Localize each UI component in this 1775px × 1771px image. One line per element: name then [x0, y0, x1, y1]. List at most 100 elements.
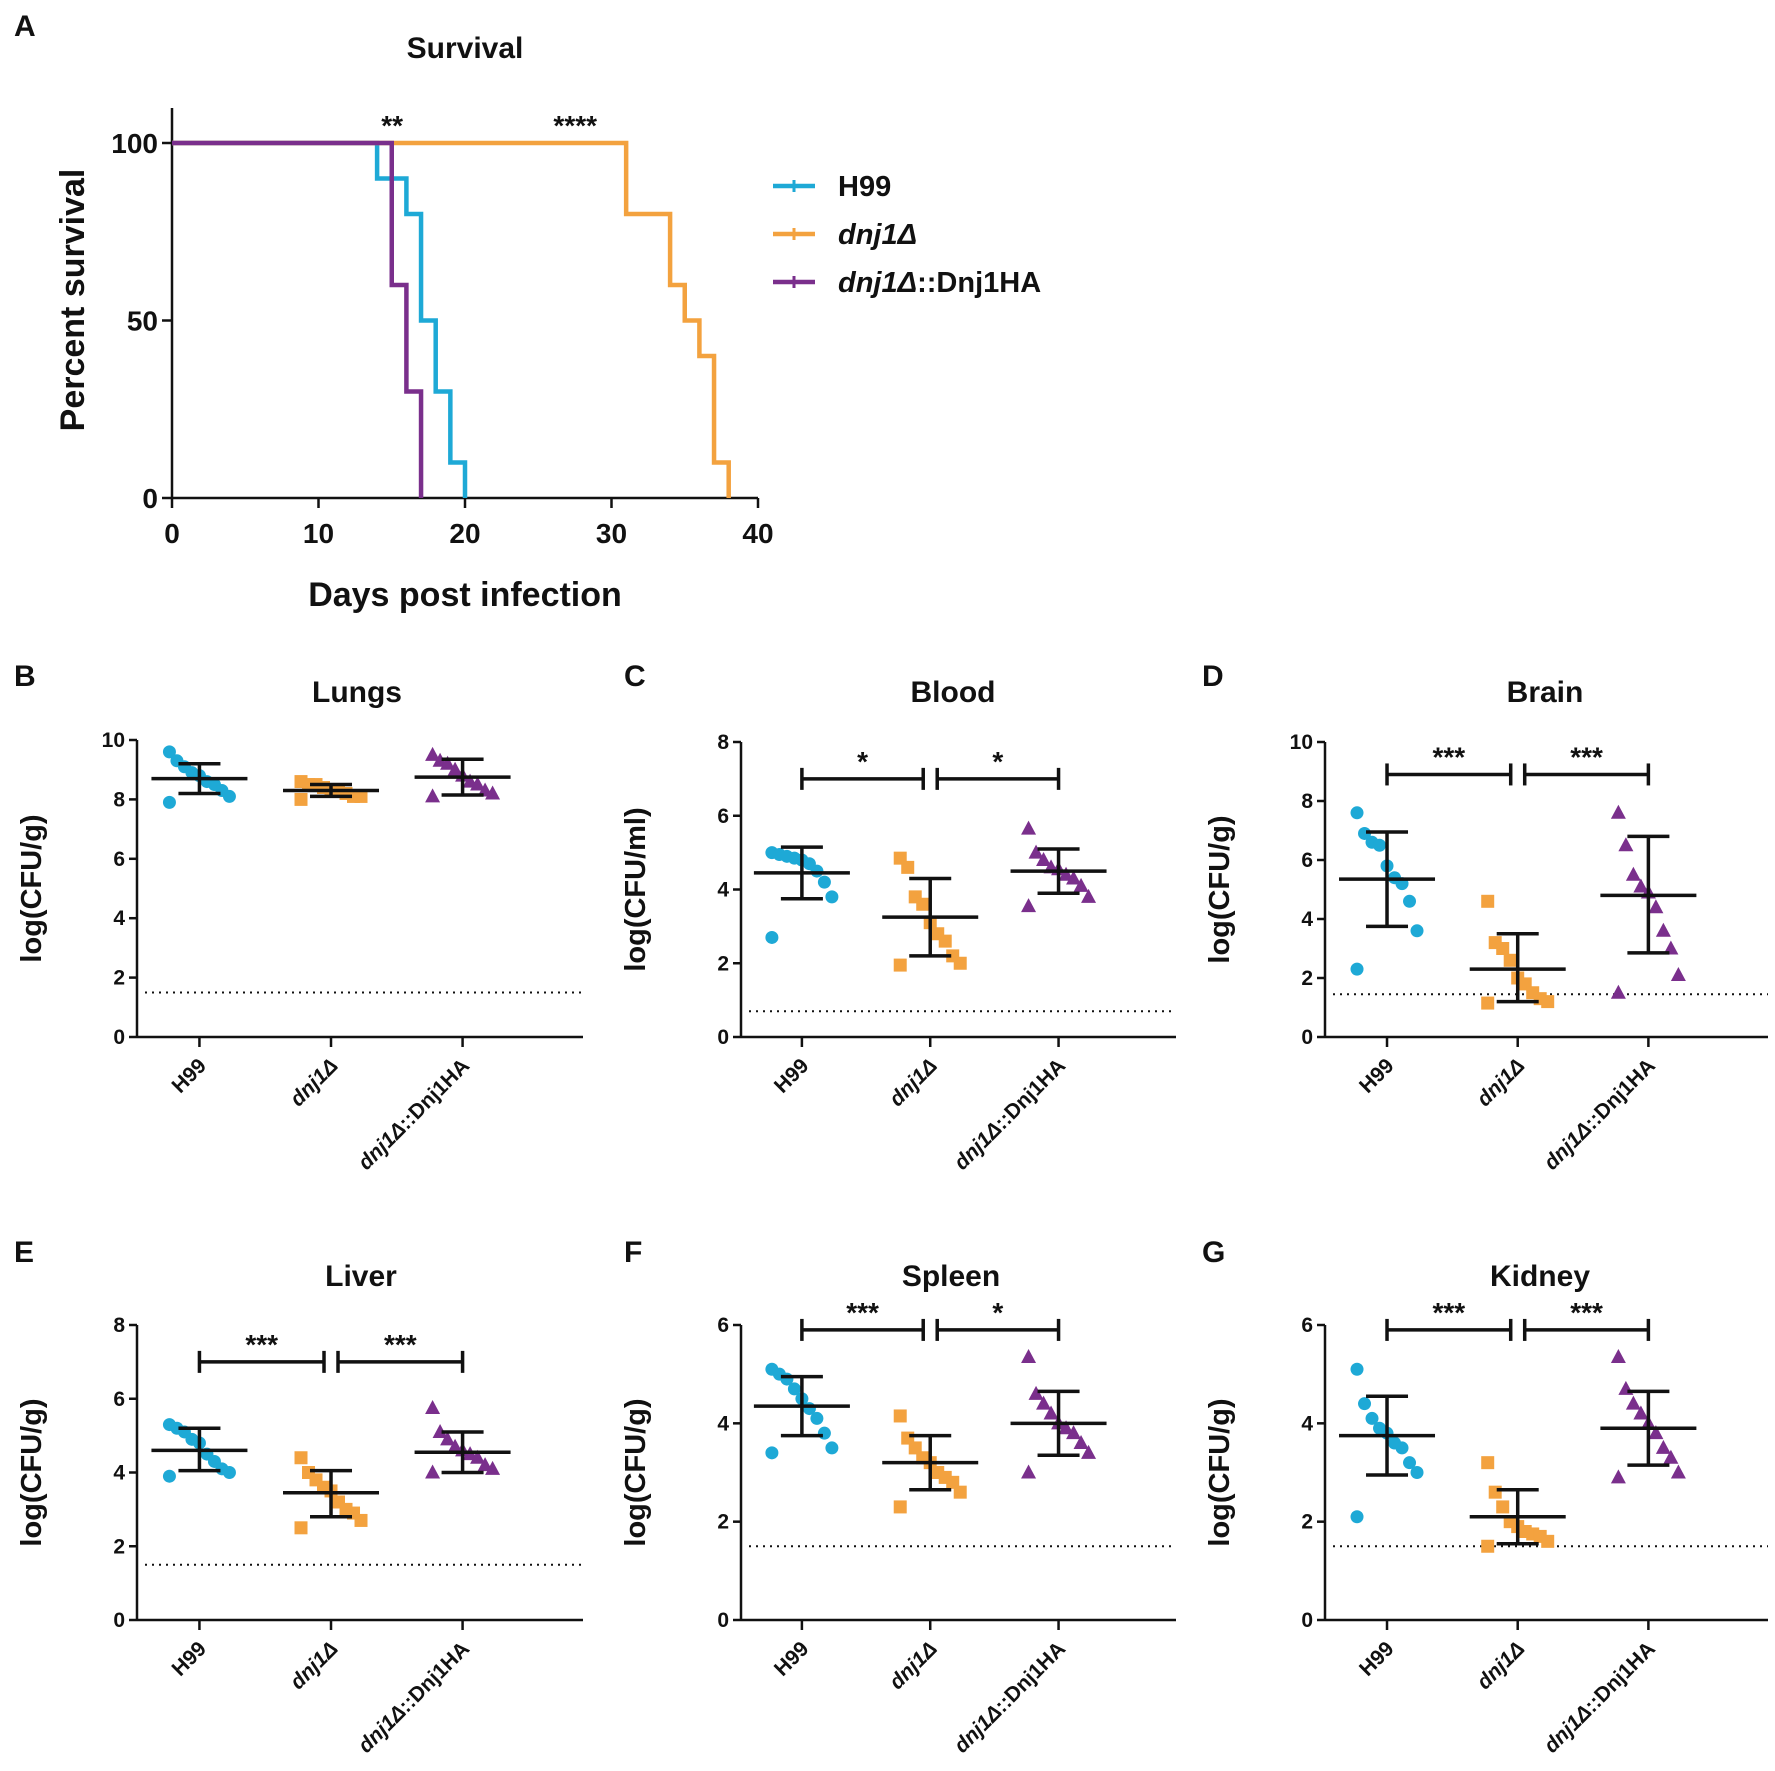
x-category-label: dnj1Δ: [1472, 1637, 1529, 1694]
y-tick-label: 2: [1301, 1511, 1313, 1534]
data-point-square: [1488, 1485, 1502, 1499]
chart-title-liver: Liver: [325, 1260, 397, 1293]
data-point-triangle: [470, 1449, 486, 1464]
y-tick-label: 0: [142, 483, 158, 514]
survival-line-1: [172, 140, 731, 498]
panel-letter-c: C: [624, 660, 646, 693]
significance-label: ***: [1433, 1297, 1466, 1328]
data-point-triangle: [440, 1431, 456, 1446]
data-point-square: [938, 934, 952, 948]
y-axis-title: log(CFU/g): [1204, 815, 1236, 963]
y-tick-label: 6: [113, 848, 125, 871]
data-point-triangle: [1028, 844, 1044, 859]
data-point-square: [354, 1513, 368, 1527]
x-category-label-plain-part: ::Dnj1HA: [394, 1054, 474, 1134]
y-tick-label: 6: [717, 1314, 729, 1337]
x-category-label-italic-part: dnj1Δ: [286, 1637, 343, 1694]
x-category-label: dnj1Δ::Dnj1HA: [1540, 1637, 1660, 1757]
significance-label: ***: [384, 1329, 417, 1360]
data-point-triangle: [1021, 898, 1037, 913]
data-point-square: [893, 958, 907, 972]
x-category-label-plain-part: ::Dnj1HA: [1580, 1054, 1660, 1134]
y-tick-label: 6: [717, 805, 729, 828]
chart-title-kidney: Kidney: [1490, 1260, 1590, 1293]
y-axis-title: log(CFU/ml): [620, 807, 652, 971]
data-point-triangle: [447, 1438, 463, 1453]
data-point-square: [953, 956, 967, 970]
data-point-triangle: [1655, 922, 1671, 937]
y-tick-label: 6: [1301, 849, 1313, 872]
data-point-triangle: [1073, 877, 1089, 892]
significance-label: ***: [1570, 741, 1603, 772]
x-tick-label: 0: [164, 518, 180, 549]
data-point-circle: [1410, 1466, 1424, 1479]
x-tick-label: 30: [596, 518, 627, 549]
panel-a: A Survival 0 10 20 30 40 0 50 100 Days post infect…: [14, 10, 1041, 614]
data-point-square: [294, 1451, 308, 1465]
data-point-triangle: [1663, 1449, 1679, 1464]
x-category-label: dnj1Δ::Dnj1HA: [354, 1637, 474, 1757]
data-point-triangle: [485, 1460, 501, 1475]
data-point-circle: [1350, 1510, 1364, 1524]
legend-text-part: dnj1Δ: [838, 267, 917, 299]
data-point-circle: [1358, 1397, 1372, 1411]
x-category-label: H99: [167, 1054, 211, 1098]
chart-title-survival: Survival: [407, 32, 524, 65]
data-point-triangle: [1625, 866, 1641, 881]
data-point-square: [901, 860, 915, 874]
y-axis-title: log(CFU/g): [16, 814, 48, 962]
data-point-triangle: [1066, 870, 1082, 885]
data-point-triangle: [1081, 1444, 1097, 1459]
x-category-label: H99: [167, 1637, 211, 1681]
data-point-circle: [162, 1469, 176, 1483]
data-point-triangle: [1610, 984, 1626, 999]
data-point-circle: [1403, 1456, 1417, 1470]
data-point-circle: [1395, 1441, 1409, 1455]
data-point-triangle: [1663, 940, 1679, 955]
x-category-label-italic-part: dnj1Δ: [885, 1637, 942, 1694]
data-point-square: [1503, 953, 1517, 967]
x-category-label-italic-part: dnj1Δ: [1472, 1054, 1529, 1111]
data-point-triangle: [425, 1464, 441, 1479]
y-tick-label: 8: [113, 788, 125, 811]
data-point-triangle: [1058, 1420, 1074, 1435]
y-axis-title: log(CFU/g): [16, 1398, 48, 1546]
legend-entry-1: dnj1Δ: [838, 219, 917, 251]
data-point-circle: [810, 864, 824, 878]
y-tick-label: 2: [113, 1535, 125, 1558]
data-point-circle: [1358, 826, 1372, 840]
y-tick-label: 0: [1301, 1609, 1313, 1632]
legend-text-part: dnj1Δ: [838, 219, 917, 251]
y-tick-label: 4: [1301, 908, 1313, 931]
y-tick-label: 2: [113, 967, 125, 990]
legend-entry-2: dnj1Δ::Dnj1HA: [838, 267, 1041, 299]
data-point-circle: [1350, 962, 1364, 976]
data-point-triangle: [1066, 1425, 1082, 1440]
data-point-square: [916, 897, 930, 911]
data-point-square: [908, 1441, 922, 1455]
data-point-square: [1541, 1534, 1555, 1548]
legend-entry-0: H99: [838, 171, 891, 203]
x-category-label: dnj1Δ::Dnj1HA: [950, 1637, 1070, 1757]
data-point-triangle: [432, 1423, 448, 1438]
x-category-label: H99: [1355, 1637, 1399, 1681]
data-point-circle: [162, 745, 176, 759]
data-point-triangle: [1610, 1348, 1626, 1363]
x-category-label-plain-part: ::Dnj1HA: [1580, 1637, 1660, 1717]
panel-letter-a: A: [14, 10, 36, 43]
panel-letter-f: F: [624, 1236, 642, 1269]
chart-title-spleen: Spleen: [902, 1260, 1000, 1293]
data-point-triangle: [425, 788, 441, 803]
y-tick-label: 10: [1290, 731, 1313, 754]
y-tick-label: 8: [1301, 790, 1313, 813]
data-point-square: [1481, 1456, 1495, 1470]
data-point-triangle: [1618, 837, 1634, 852]
y-tick-label: 6: [113, 1388, 125, 1411]
data-point-circle: [1365, 1411, 1379, 1425]
data-point-triangle: [1081, 888, 1097, 903]
x-category-label: H99: [770, 1637, 814, 1681]
survival-line-0: [172, 140, 468, 498]
